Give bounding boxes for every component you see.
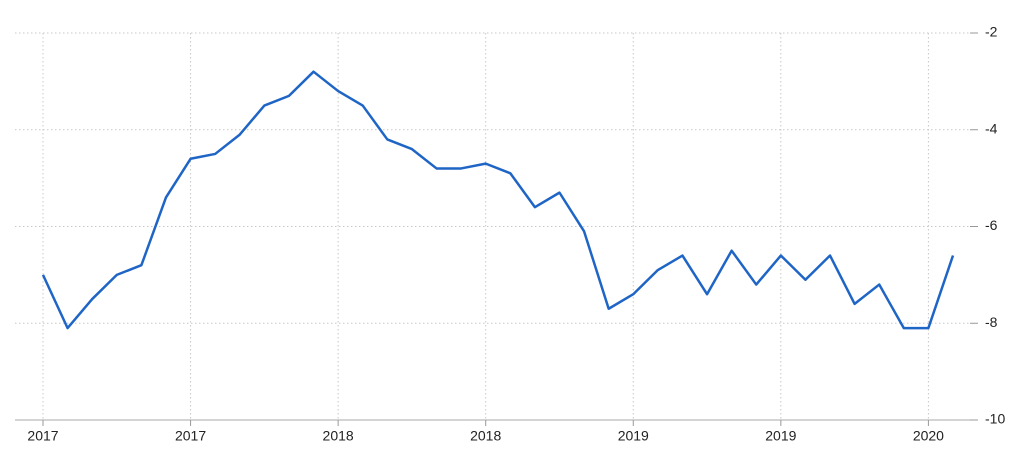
y-tick-label: -8	[985, 314, 998, 330]
x-tick-label: 2018	[323, 428, 354, 444]
line-series	[41, 70, 955, 330]
y-tick-label: -2	[985, 24, 998, 40]
y-tick-label: -4	[985, 120, 998, 136]
x-tick-label: 2020	[913, 428, 944, 444]
y-tick-label: -6	[985, 217, 998, 233]
x-tick-label: 2019	[618, 428, 649, 444]
x-tick-label: 2017	[175, 428, 206, 444]
x-tick-label: 2019	[765, 428, 796, 444]
x-tick-label: 2017	[27, 428, 58, 444]
y-tick-label: -10	[985, 411, 1005, 427]
x-tick-label: 2018	[470, 428, 501, 444]
